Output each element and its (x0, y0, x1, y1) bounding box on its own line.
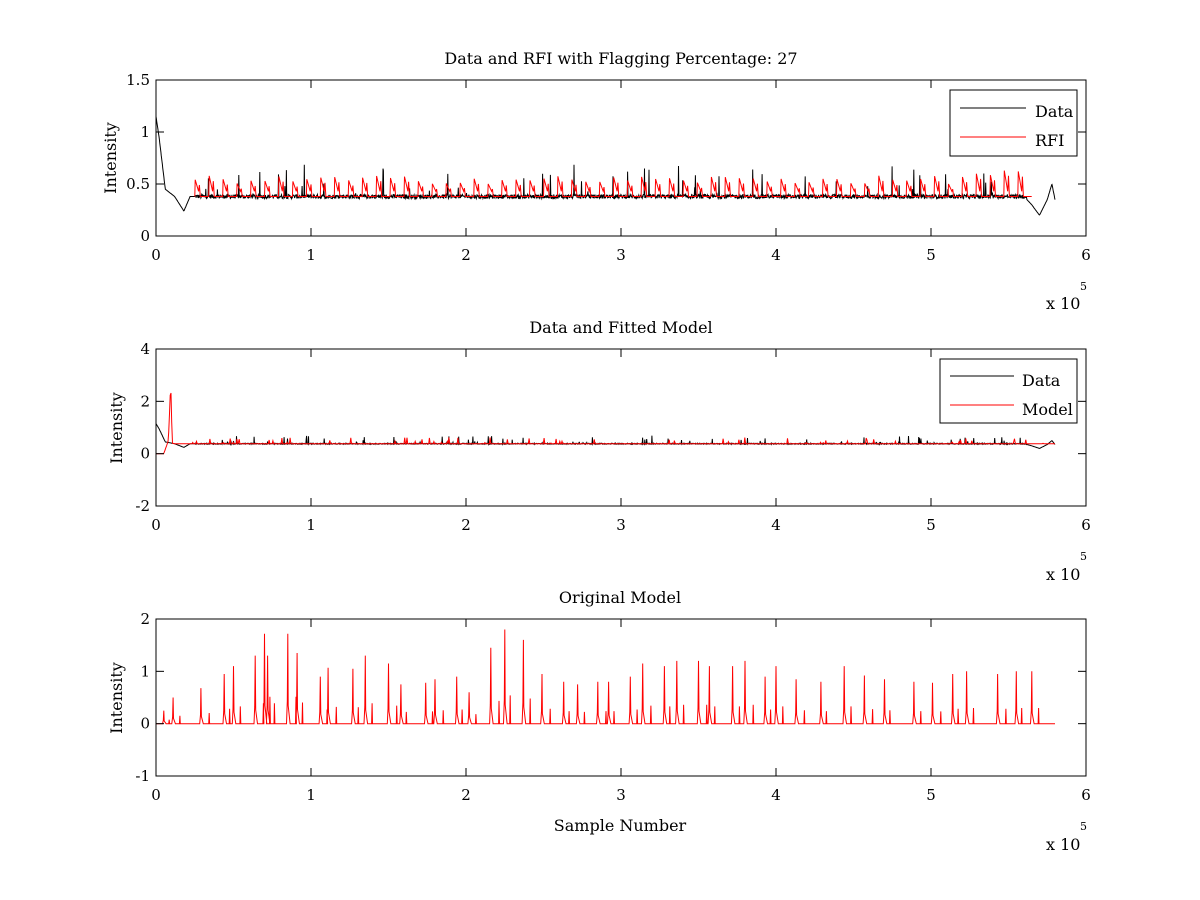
subplot-1-legend-label-rfi: RFI (1035, 131, 1064, 150)
subplot-3-xtick-label: 5 (926, 786, 936, 804)
subplot-2-xtick-label: 3 (616, 516, 626, 534)
subplot-2-x-exponent-power: 5 (1080, 550, 1087, 563)
subplot-3-title: Original Model (559, 588, 681, 607)
subplot-1-legend: Data RFI (949, 89, 1078, 157)
subplot-1-x-exponent-power: 5 (1080, 280, 1087, 293)
subplot-1-title: Data and RFI with Flagging Percentage: 2… (444, 49, 797, 68)
subplot-2-legend: Data Model (939, 358, 1078, 424)
subplot-2-xtick-label: 0 (151, 516, 161, 534)
subplot-2-title: Data and Fitted Model (529, 318, 712, 337)
subplot-1-series (155, 116, 1056, 216)
subplot-2-ylabel: Intensity (107, 392, 126, 464)
subplot-3-series (156, 629, 1055, 725)
subplot-2-ytick-label: 4 (140, 340, 150, 358)
subplot-2-xtick-label: 5 (926, 516, 936, 534)
subplot-1-ytick-label: 1 (140, 123, 150, 141)
subplot-3-xtick-label: 4 (771, 786, 781, 804)
subplot-2-x-exponent: x 10 (1046, 565, 1080, 584)
subplot-3-xtick-label: 1 (306, 786, 316, 804)
subplot-1-xtick-label: 1 (306, 246, 316, 264)
subplot-3-ylabel: Intensity (107, 662, 126, 734)
subplot-1-legend-box (949, 89, 1078, 157)
subplot-2-ytick-label: 2 (140, 392, 150, 410)
subplot-1: Data and RFI with Flagging Percentage: 2… (101, 49, 1091, 313)
subplot-2-ytick-label: -2 (135, 497, 150, 515)
subplot-1-ytick-label: 0.5 (126, 175, 150, 193)
subplot-3-xtick-label: 2 (461, 786, 471, 804)
subplot-3-x-exponent: x 10 (1046, 835, 1080, 854)
subplot-1-xtick-label: 4 (771, 246, 781, 264)
subplot-3-ytick-label: 2 (140, 610, 150, 628)
subplot-1-legend-label-data: Data (1035, 102, 1074, 121)
subplot-1-x-exponent: x 10 (1046, 294, 1080, 313)
subplot-1-xtick-label: 5 (926, 246, 936, 264)
subplot-1-xtick-label: 2 (461, 246, 471, 264)
subplot-1-ytick-label: 1.5 (126, 71, 150, 89)
subplot-2-legend-label-data: Data (1022, 371, 1061, 390)
subplot-3-ytick-label: -1 (135, 767, 150, 785)
subplot-2-ytick-label: 0 (140, 445, 150, 463)
subplot-3-x-exponent-power: 5 (1080, 820, 1087, 833)
subplot-2-xtick-label: 1 (306, 516, 316, 534)
subplot-1-series-rfi (194, 170, 1032, 197)
subplot-2-legend-box (939, 358, 1078, 424)
subplot-2-xtick-label: 4 (771, 516, 781, 534)
subplot-3-xtick-label: 3 (616, 786, 626, 804)
subplot-2: Data and Fitted Model Intensity 0 1 2 3 4 5 6 -… (107, 318, 1091, 584)
subplot-3-ytick-label: 1 (140, 662, 150, 680)
subplot-3-series-original-model (156, 629, 1055, 725)
subplot-1-ticks: 0 1 2 3 4 5 6 0 0.5 1 1.5 (126, 71, 1091, 264)
subplot-3-xtick-label: 0 (151, 786, 161, 804)
subplot-1-ylabel: Intensity (101, 122, 120, 194)
subplot-1-xtick-label: 0 (151, 246, 161, 264)
subplot-1-ytick-label: 0 (140, 227, 150, 245)
subplot-2-xtick-label: 2 (461, 516, 471, 534)
subplot-1-xtick-label: 3 (616, 246, 626, 264)
subplot-2-series (155, 392, 1056, 455)
subplot-3-xtick-label: 6 (1081, 786, 1091, 804)
subplot-3-xlabel: Sample Number (554, 816, 687, 835)
subplot-3-ytick-label: 0 (140, 715, 150, 733)
subplot-2-xtick-label: 6 (1081, 516, 1091, 534)
subplot-2-series-model (156, 392, 1055, 455)
subplot-1-xtick-label: 6 (1081, 246, 1091, 264)
subplot-2-legend-label-model: Model (1022, 400, 1073, 419)
